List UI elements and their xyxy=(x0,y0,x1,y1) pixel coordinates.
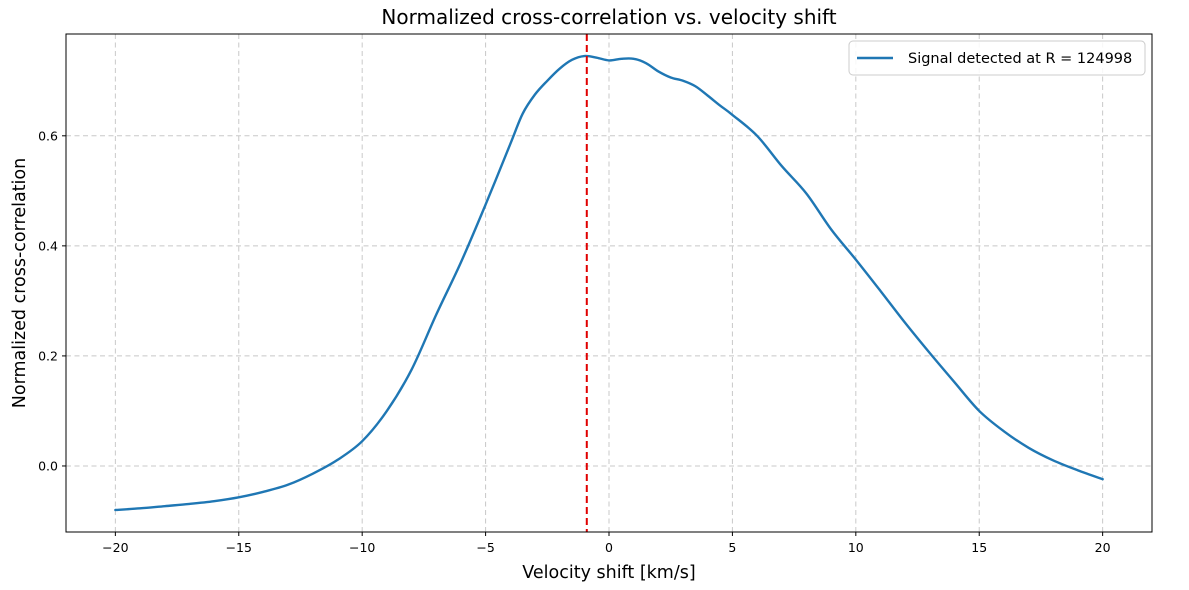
grid xyxy=(66,34,1152,532)
series-layer xyxy=(114,34,1104,532)
x-axis-label: Velocity shift [km/s] xyxy=(522,563,695,583)
x-tick-label: 5 xyxy=(728,540,736,555)
x-tick-label: 10 xyxy=(848,540,864,555)
y-tick-label: 0.6 xyxy=(38,128,58,143)
x-tick-label: −15 xyxy=(226,540,252,555)
chart-title: Normalized cross-correlation vs. velocit… xyxy=(381,5,836,29)
x-tick-label: 0 xyxy=(605,540,613,555)
legend: Signal detected at R = 124998 xyxy=(848,40,1146,76)
x-tick-label: 15 xyxy=(971,540,987,555)
legend-label: Signal detected at R = 124998 xyxy=(908,51,1132,67)
series-line xyxy=(114,54,1104,512)
x-tick-label: 20 xyxy=(1095,540,1111,555)
y-tick-label: 0.0 xyxy=(38,458,58,473)
x-tick-label: −20 xyxy=(102,540,128,555)
axis-ticks: −20 −15 −10 −5 0 5 10 15 20 0.0 0.2 0.4 0.6 xyxy=(38,128,1111,555)
y-tick-label: 0.2 xyxy=(38,348,58,363)
y-tick-label: 0.4 xyxy=(38,238,58,253)
legend-box xyxy=(848,40,1146,76)
y-axis-label: Normalized cross-correlation xyxy=(10,158,30,408)
x-tick-label: −5 xyxy=(476,540,494,555)
plot-area-frame xyxy=(65,33,1153,533)
x-tick-label: −10 xyxy=(349,540,375,555)
